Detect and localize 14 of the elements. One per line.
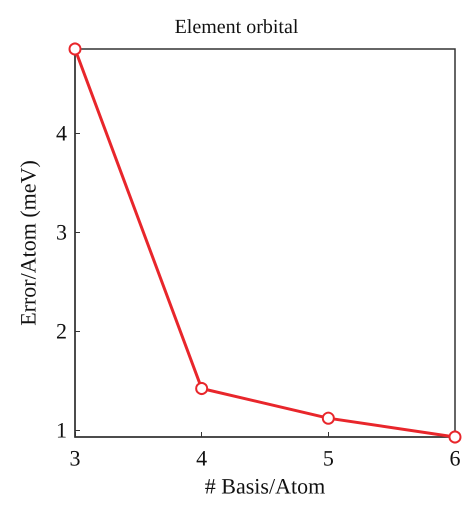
chart-title: Element orbital <box>174 16 299 38</box>
x-tick-label: 6 <box>450 446 460 470</box>
point <box>448 430 462 444</box>
point <box>68 42 82 56</box>
x-tick-label: 4 <box>196 446 208 470</box>
x-tick-label: 5 <box>322 446 334 470</box>
x-axis-title: # Basis/Atom <box>204 474 326 498</box>
point <box>322 412 335 425</box>
y-tick-label: 3 <box>56 220 67 245</box>
y-tick-label: 4 <box>56 120 67 146</box>
y-tick-label: 1 <box>56 418 67 443</box>
y-tick-label: 2 <box>56 318 67 344</box>
y-axis-title: Error/Atom (meV) <box>16 160 40 326</box>
point <box>195 382 208 395</box>
